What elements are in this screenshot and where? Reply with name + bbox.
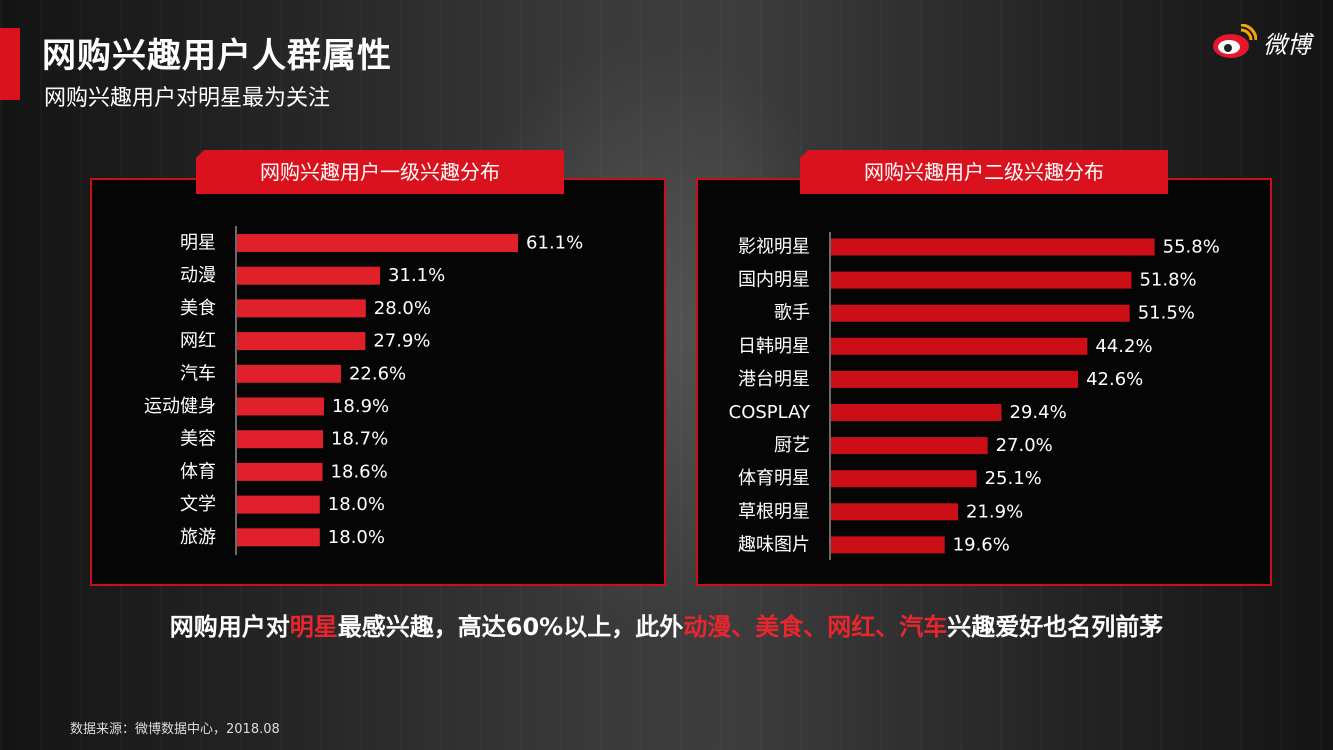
bar-primary-2 bbox=[237, 299, 366, 318]
summary-text: 网购用户对明星最感兴趣，高达60%以上，此外动漫、美食、网红、汽车兴趣爱好也名列… bbox=[0, 607, 1333, 642]
value-label-secondary-3: 44.2% bbox=[1095, 336, 1152, 357]
chart-title-primary: 网购兴趣用户一级兴趣分布 bbox=[196, 150, 564, 194]
value-label-primary-1: 31.1% bbox=[388, 265, 445, 286]
bar-primary-9 bbox=[237, 528, 320, 547]
category-label-secondary-7: 体育明星 bbox=[738, 468, 810, 489]
bar-primary-6 bbox=[237, 430, 324, 449]
category-label-secondary-3: 日韩明星 bbox=[738, 336, 810, 357]
bar-secondary-1 bbox=[831, 271, 1132, 289]
bar-secondary-5 bbox=[831, 404, 1002, 421]
summary-part-2: 最感兴趣，高达60%以上，此外 bbox=[337, 613, 684, 641]
bar-secondary-8 bbox=[831, 503, 959, 521]
page-subtitle: 网购兴趣用户对明星最为关注 bbox=[44, 86, 331, 111]
value-label-secondary-2: 51.5% bbox=[1138, 303, 1195, 324]
category-label-primary-0: 明星 bbox=[180, 233, 216, 254]
bar-secondary-7 bbox=[831, 470, 977, 488]
summary-part-3: 兴趣爱好也名列前茅 bbox=[947, 613, 1164, 641]
value-label-primary-2: 28.0% bbox=[374, 298, 431, 319]
bar-primary-0 bbox=[237, 234, 519, 252]
category-label-primary-6: 美容 bbox=[180, 429, 216, 450]
summary-highlight-2: 动漫、美食、网红、汽车 bbox=[683, 613, 948, 641]
value-label-secondary-5: 29.4% bbox=[1010, 402, 1067, 423]
category-label-primary-9: 旅游 bbox=[180, 527, 216, 548]
value-label-secondary-8: 21.9% bbox=[966, 501, 1023, 522]
bar-secondary-4 bbox=[831, 370, 1079, 388]
category-label-primary-4: 汽车 bbox=[180, 363, 216, 384]
category-label-primary-2: 美食 bbox=[180, 298, 216, 319]
category-label-secondary-8: 草根明星 bbox=[738, 501, 810, 522]
category-label-primary-1: 动漫 bbox=[180, 265, 216, 286]
bar-primary-3 bbox=[237, 332, 366, 351]
value-label-secondary-0: 55.8% bbox=[1163, 237, 1220, 258]
bar-secondary-9 bbox=[831, 536, 945, 554]
value-label-secondary-9: 19.6% bbox=[953, 534, 1010, 555]
category-label-secondary-5: COSPLAY bbox=[729, 402, 811, 423]
category-label-primary-3: 网红 bbox=[180, 331, 216, 352]
weibo-eye-icon bbox=[1213, 24, 1257, 58]
value-label-primary-6: 18.7% bbox=[331, 429, 388, 450]
page-title: 网购兴趣用户人群属性 bbox=[42, 36, 392, 76]
category-label-primary-5: 运动健身 bbox=[144, 396, 216, 417]
bar-secondary-2 bbox=[831, 304, 1130, 322]
category-label-secondary-1: 国内明星 bbox=[738, 270, 810, 291]
value-label-primary-3: 27.9% bbox=[373, 331, 430, 352]
value-label-primary-5: 18.9% bbox=[332, 396, 389, 417]
value-label-primary-7: 18.6% bbox=[331, 461, 388, 482]
bar-primary-8 bbox=[237, 495, 320, 514]
data-source: 数据来源：微博数据中心，2018.08 bbox=[70, 722, 280, 737]
summary-part-1: 网购用户对 bbox=[169, 613, 290, 641]
value-label-secondary-4: 42.6% bbox=[1086, 369, 1143, 390]
bar-primary-4 bbox=[237, 364, 341, 383]
bar-secondary-0 bbox=[831, 238, 1155, 256]
category-label-secondary-4: 港台明星 bbox=[738, 369, 810, 390]
bar-secondary-6 bbox=[831, 437, 988, 455]
category-label-secondary-6: 厨艺 bbox=[774, 435, 810, 456]
value-label-primary-8: 18.0% bbox=[328, 494, 385, 515]
bar-primary-5 bbox=[237, 397, 324, 416]
bar-primary-7 bbox=[237, 462, 323, 481]
category-label-secondary-2: 歌手 bbox=[774, 303, 810, 324]
bar-primary-1 bbox=[237, 266, 381, 285]
logo-text: 微博 bbox=[1263, 30, 1311, 59]
title-accent-bar bbox=[0, 28, 20, 100]
value-label-primary-4: 22.6% bbox=[349, 363, 406, 384]
category-label-primary-8: 文学 bbox=[180, 494, 216, 515]
category-label-secondary-9: 趣味图片 bbox=[738, 534, 810, 555]
weibo-logo: 微博 bbox=[1211, 24, 1311, 60]
value-label-secondary-6: 27.0% bbox=[996, 435, 1053, 456]
category-label-primary-7: 体育 bbox=[180, 461, 216, 482]
category-label-secondary-0: 影视明星 bbox=[738, 237, 810, 258]
value-label-primary-9: 18.0% bbox=[328, 527, 385, 548]
bar-secondary-3 bbox=[831, 337, 1088, 355]
value-label-secondary-7: 25.1% bbox=[985, 468, 1042, 489]
chart-title-secondary: 网购兴趣用户二级兴趣分布 bbox=[800, 150, 1168, 194]
value-label-primary-0: 61.1% bbox=[526, 233, 583, 254]
value-label-secondary-1: 51.8% bbox=[1139, 270, 1196, 291]
summary-highlight-1: 明星 bbox=[289, 613, 338, 641]
